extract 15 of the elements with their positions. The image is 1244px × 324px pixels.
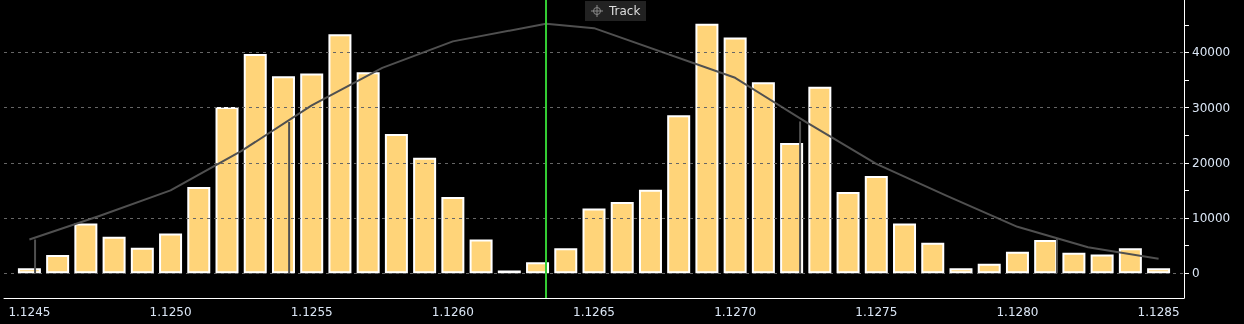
y-tick-label: 40000	[1192, 45, 1231, 60]
x-tick-label: 1.1285	[1137, 305, 1180, 319]
x-tick-label: 1.1250	[149, 305, 192, 319]
x-tick-label: 1.1255	[290, 305, 333, 319]
x-tick-label: 1.1260	[431, 305, 474, 319]
x-tick-label: 1.1245	[8, 305, 51, 319]
x-tick-label: 1.1265	[573, 305, 615, 319]
x-tick-label: 1.1275	[855, 305, 898, 319]
y-tick-label: 0	[1192, 266, 1200, 281]
y-tick-label: 30000	[1192, 100, 1231, 115]
annotation: Track	[609, 4, 641, 18]
y-tick-label: 10000	[1192, 210, 1231, 225]
y-tick-label: 20000	[1192, 155, 1231, 170]
x-tick-label: 1.1270	[714, 305, 757, 319]
x-tick-label: 1.1280	[996, 305, 1039, 319]
